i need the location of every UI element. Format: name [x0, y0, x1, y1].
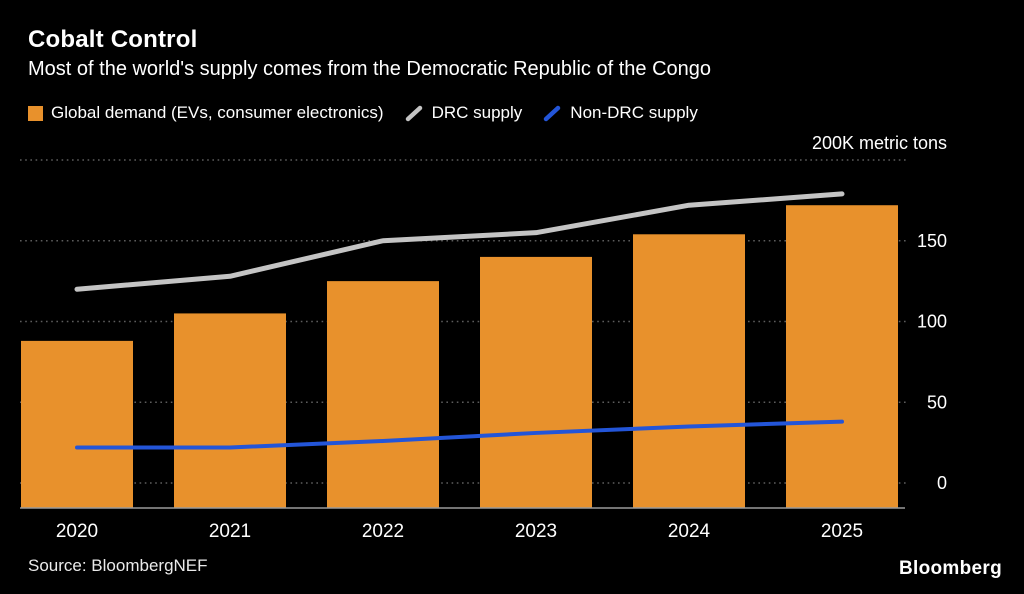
- x-tick-label: 2021: [209, 521, 251, 542]
- unit-label: 200K metric tons: [812, 133, 947, 153]
- bar-2022: [327, 281, 439, 508]
- legend-label-global-demand: Global demand (EVs, consumer electronics…: [51, 103, 384, 122]
- line-series-1: [75, 419, 844, 450]
- line-swatch-icon: [405, 105, 422, 121]
- line-series-0: [74, 191, 845, 292]
- y-tick-label: 100: [917, 312, 947, 332]
- legend-label-drc-supply: DRC supply: [431, 103, 523, 122]
- line-swatch-icon: [544, 105, 561, 121]
- x-tick-label: 2022: [362, 521, 404, 542]
- bar-swatch-icon: [28, 105, 43, 121]
- x-tick-label: 2020: [56, 521, 98, 542]
- x-tick-label: 2023: [515, 521, 557, 542]
- legend-label-non-drc-supply: Non-DRC supply: [570, 103, 698, 122]
- bloomberg-logo: Bloomberg: [899, 558, 1002, 579]
- legend-item-non-drc-supply: Non-DRC supply: [542, 103, 698, 123]
- source-note: Source: BloombergNEF: [28, 556, 208, 575]
- legend-item-drc-supply: DRC supply: [404, 103, 523, 123]
- y-tick-label: 0: [937, 473, 947, 493]
- chart-legend: Global demand (EVs, consumer electronics…: [28, 103, 698, 123]
- bar-2025: [786, 205, 898, 508]
- y-tick-label: 150: [917, 231, 947, 251]
- x-tick-label: 2025: [821, 521, 863, 542]
- page-title: Cobalt Control: [28, 26, 198, 53]
- bar-2024: [633, 234, 745, 508]
- y-tick-label: 50: [927, 392, 947, 412]
- chart-subtitle: Most of the world's supply comes from th…: [28, 58, 712, 80]
- chart-svg: 0 50 100 150 200K metric tons 2020 2021 2022 202…: [20, 133, 947, 542]
- x-tick-label: 2024: [668, 521, 711, 542]
- legend-item-global-demand: Global demand (EVs, consumer electronics…: [28, 103, 384, 123]
- bar-2023: [480, 256, 592, 508]
- bar-2020: [21, 340, 133, 508]
- bar-2021: [174, 313, 286, 508]
